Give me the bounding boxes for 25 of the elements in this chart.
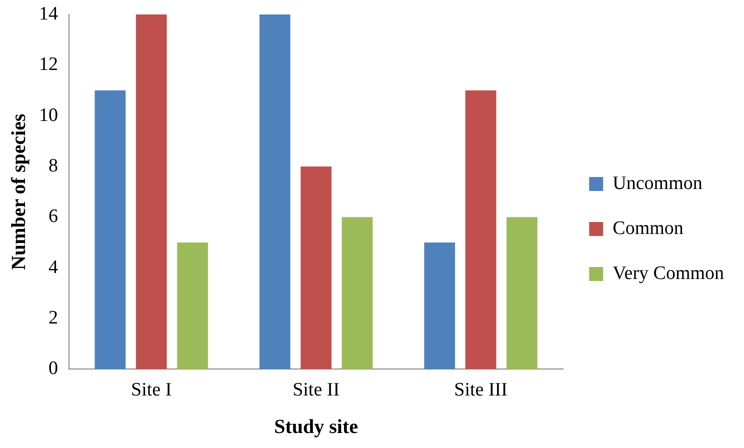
bar — [259, 14, 290, 370]
bar — [94, 90, 126, 370]
y-axis-title: Number of species — [8, 113, 30, 270]
x-tick-label: Site III — [454, 380, 508, 401]
legend-label: Very Common — [612, 262, 724, 284]
y-tick-label: 4 — [48, 256, 58, 278]
bar — [136, 14, 167, 370]
y-tick-label: 8 — [48, 155, 58, 176]
legend-label: Uncommon — [612, 172, 703, 194]
y-tick-label: 0 — [48, 358, 58, 380]
x-tick-label: Site II — [292, 380, 340, 401]
bar — [424, 242, 456, 370]
bar — [342, 217, 373, 370]
y-tick-label: 14 — [39, 3, 58, 24]
x-tick-label: Site I — [131, 380, 172, 401]
y-tick-label: 10 — [39, 104, 58, 126]
y-tick-label: 6 — [48, 206, 58, 228]
y-tick-label: 2 — [48, 308, 58, 328]
bar — [177, 242, 208, 370]
bar — [300, 166, 332, 370]
x-axis-title: Study site — [274, 416, 358, 438]
y-tick-label: 12 — [39, 54, 58, 76]
bar — [506, 217, 538, 370]
legend-label: Common — [612, 218, 684, 239]
bar — [465, 90, 496, 370]
